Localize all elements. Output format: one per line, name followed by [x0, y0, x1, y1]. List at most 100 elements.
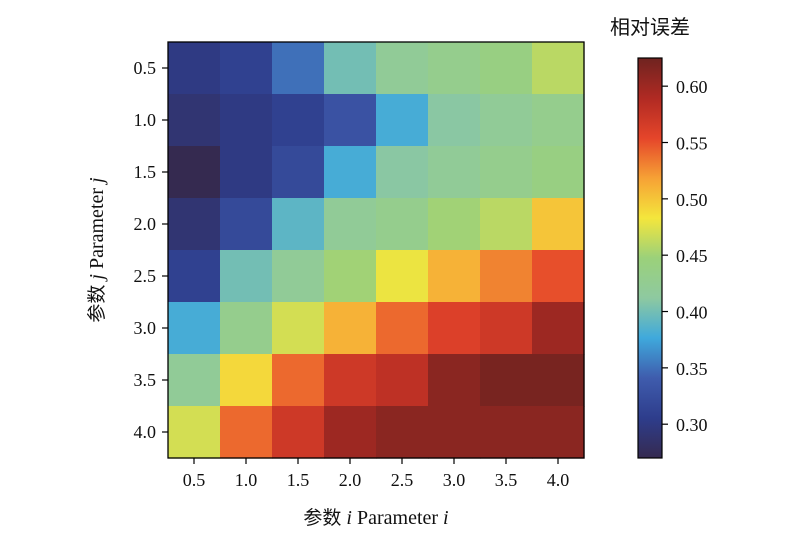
y-axis-ticks: 0.5 1.0 1.5 2.0 2.5 3.0 3.5 4.0	[134, 58, 168, 442]
heatmap-cell	[532, 94, 585, 147]
y-axis-label-en: Parameter	[86, 188, 108, 269]
heatmap-cell	[480, 146, 533, 199]
heatmap-cell	[532, 406, 585, 459]
heatmap-cell	[428, 42, 481, 95]
y-tick-label: 1.0	[134, 110, 157, 130]
y-tick-label: 3.0	[134, 318, 157, 338]
heatmap-cell	[376, 42, 429, 95]
heatmap-cell	[168, 406, 221, 459]
y-axis-label: 参数 j Parameter j	[86, 177, 108, 323]
x-tick-label: 0.5	[183, 470, 206, 490]
heatmap-cell	[324, 354, 377, 407]
heatmap-cell	[220, 250, 273, 303]
heatmap-cell	[168, 146, 221, 199]
heatmap-cell	[428, 198, 481, 251]
colorbar-tick-label: 0.50	[676, 190, 708, 210]
x-tick-label: 1.0	[235, 470, 258, 490]
heatmap-cell	[480, 250, 533, 303]
heatmap-cell	[220, 302, 273, 355]
heatmap-cell	[272, 302, 325, 355]
heatmap-cell	[324, 302, 377, 355]
heatmap-cell	[480, 198, 533, 251]
heatmap-cell	[480, 354, 533, 407]
heatmap-cell	[272, 250, 325, 303]
heatmap-cell	[532, 42, 585, 95]
heatmap-cell	[480, 406, 533, 459]
heatmap-cell	[428, 302, 481, 355]
x-tick-label: 1.5	[287, 470, 310, 490]
y-tick-label: 3.5	[134, 370, 157, 390]
y-tick-label: 1.5	[134, 162, 157, 182]
colorbar-ticks: 0.30 0.35 0.40 0.45 0.50 0.55 0.60	[662, 77, 708, 435]
x-axis-ticks: 0.5 1.0 1.5 2.0 2.5 3.0 3.5 4.0	[183, 458, 570, 490]
plot-frame	[167, 41, 585, 459]
heatmap-cell	[324, 406, 377, 459]
x-axis-label-en: Parameter	[357, 507, 438, 529]
heatmap-cell	[324, 42, 377, 95]
heatmap-cell	[168, 94, 221, 147]
heatmap-cell	[376, 302, 429, 355]
heatmap-cell	[272, 354, 325, 407]
colorbar-tick-label: 0.35	[676, 359, 708, 379]
heatmap-cell	[220, 406, 273, 459]
colorbar-gradient	[637, 57, 663, 459]
x-tick-label: 3.5	[495, 470, 518, 490]
heatmap-cell	[376, 94, 429, 147]
heatmap-cell	[272, 94, 325, 147]
y-tick-label: 2.5	[134, 266, 157, 286]
colorbar-title: 相对误差	[610, 15, 690, 39]
x-tick-label: 2.5	[391, 470, 414, 490]
heatmap-cell	[324, 94, 377, 147]
y-tick-label: 2.0	[134, 214, 157, 234]
colorbar-tick-label: 0.45	[676, 246, 708, 266]
heatmap-cell	[532, 302, 585, 355]
heatmap-cell	[532, 250, 585, 303]
colorbar-tick-label: 0.55	[676, 134, 708, 154]
x-tick-label: 2.0	[339, 470, 362, 490]
heatmap-cell	[532, 146, 585, 199]
heatmap-cell	[428, 250, 481, 303]
heatmap-cell	[220, 94, 273, 147]
heatmap-cell	[428, 94, 481, 147]
heatmap-cell	[220, 146, 273, 199]
y-axis-label-var-2: j	[86, 177, 108, 186]
heatmap-cell	[168, 250, 221, 303]
heatmap-cell	[272, 406, 325, 459]
heatmap-cell	[168, 354, 221, 407]
heatmap-cell	[376, 146, 429, 199]
heatmap-cell	[272, 146, 325, 199]
colorbar-tick-label: 0.60	[676, 77, 708, 97]
heatmap-cell	[428, 354, 481, 407]
heatmap-cell	[532, 354, 585, 407]
x-tick-label: 3.0	[443, 470, 466, 490]
heatmap-cell	[168, 42, 221, 95]
heatmap-cell	[376, 198, 429, 251]
heatmap-cell	[168, 302, 221, 355]
heatmap-cell	[428, 146, 481, 199]
heatmap-cells	[168, 42, 585, 459]
y-tick-label: 0.5	[134, 58, 157, 78]
colorbar-tick-label: 0.30	[676, 415, 708, 435]
heatmap-cell	[376, 354, 429, 407]
heatmap-cell	[480, 302, 533, 355]
heatmap-cell	[428, 406, 481, 459]
heatmap-cell	[272, 42, 325, 95]
colorbar-tick-label: 0.40	[676, 303, 708, 323]
y-axis-label-var: j	[86, 274, 108, 283]
heatmap-cell	[168, 198, 221, 251]
heatmap-cell	[220, 354, 273, 407]
heatmap-cell	[376, 406, 429, 459]
heatmap-cell	[324, 146, 377, 199]
heatmap-cell	[324, 250, 377, 303]
heatmap-cell	[480, 42, 533, 95]
heatmap-cell	[376, 250, 429, 303]
x-tick-label: 4.0	[547, 470, 570, 490]
heatmap-cell	[272, 198, 325, 251]
y-tick-label: 4.0	[134, 422, 157, 442]
heatmap-cell	[220, 198, 273, 251]
heatmap-cell	[324, 198, 377, 251]
x-axis-label-cn: 参数	[303, 507, 341, 529]
x-axis-label-var-2: i	[443, 507, 449, 529]
